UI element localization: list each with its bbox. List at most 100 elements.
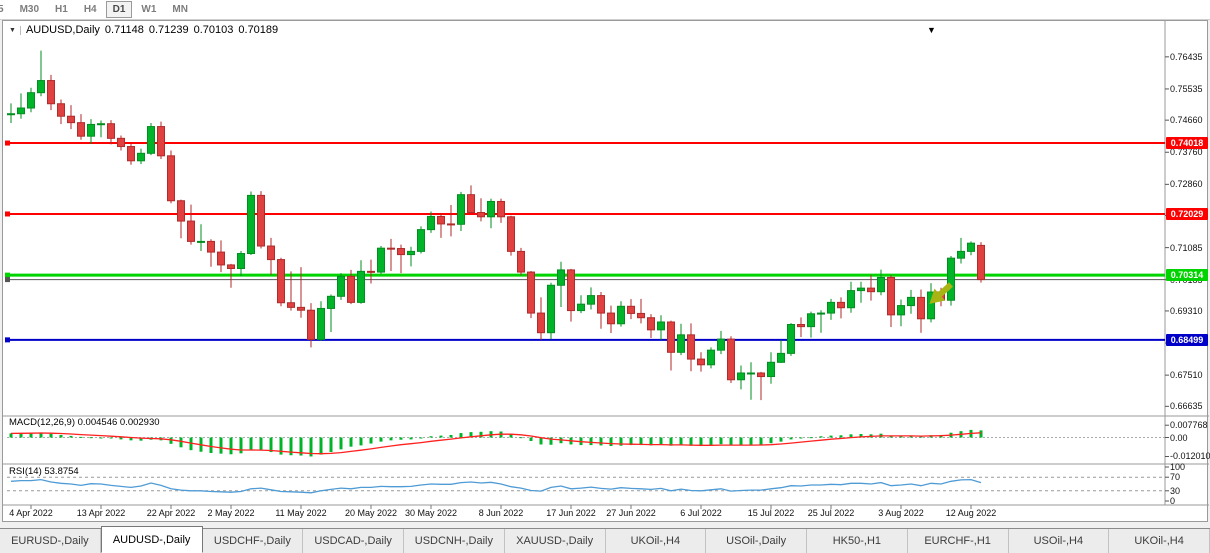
timeframe-button-m30[interactable]: M30 <box>19 4 40 15</box>
candle <box>377 246 385 274</box>
macd-histogram-bar <box>359 437 363 446</box>
chart-tab-hk50-h1[interactable]: HK50-,H1 <box>807 529 908 553</box>
timeframe-button-d1[interactable]: D1 <box>105 1 133 18</box>
candle <box>367 259 375 284</box>
chart-tab-usdchf-daily[interactable]: USDCHF-,Daily <box>202 529 304 553</box>
chart-tab-ukoil-h4[interactable]: UKOil-,H4 <box>1109 529 1210 553</box>
chart-window[interactable]: ▼ AUDUSD,Daily 0.71148 0.71239 0.70103 0… <box>2 20 1210 523</box>
chart-tab-ukoil-h4[interactable]: UKOil-,H4 <box>605 529 707 553</box>
down-arrow-object[interactable] <box>924 279 956 310</box>
chart-tab-eurusd-daily[interactable]: EURUSD-,Daily <box>0 529 101 553</box>
horizontal-level-line[interactable] <box>5 337 1165 343</box>
horizontal-level-line[interactable] <box>5 272 1165 278</box>
timeframe-button-mn[interactable]: MN <box>172 4 188 15</box>
horizontal-level-line[interactable] <box>5 277 1165 283</box>
candle <box>497 198 505 223</box>
date-axis-label: 30 May 2022 <box>404 508 458 518</box>
price-axis-label: 0.73760 <box>1170 147 1203 158</box>
price-level-badge: 0.74018 <box>1166 137 1208 150</box>
chart-tab-usoil-daily[interactable]: USOil-,Daily <box>706 529 807 553</box>
macd-histogram-bar <box>549 437 553 445</box>
chart-tab-audusd-daily[interactable]: AUDUSD-,Daily <box>100 526 203 553</box>
timeframe-button-h4[interactable]: H4 <box>83 4 97 15</box>
candle <box>757 371 765 401</box>
candle <box>567 268 575 322</box>
rsi-indicator-label: RSI(14) 53.8754 <box>9 466 79 477</box>
ohlc-close: 0.70189 <box>238 24 279 36</box>
candle <box>557 261 565 308</box>
horizontal-level-line[interactable] <box>5 140 1165 146</box>
timeframe-button-w1[interactable]: W1 <box>141 4 157 15</box>
candle <box>647 314 655 339</box>
macd-histogram-bar <box>409 437 413 440</box>
candle <box>787 323 795 356</box>
macd-histogram-bar <box>289 437 293 456</box>
date-axis-label: 4 Apr 2022 <box>9 508 53 518</box>
candle <box>507 215 515 256</box>
horizontal-level-line[interactable] <box>5 211 1165 217</box>
candle <box>207 239 215 267</box>
macd-histogram-bar <box>349 437 353 447</box>
candle <box>657 315 665 340</box>
macd-histogram-bar <box>509 434 513 438</box>
price-axis-label: 0.74660 <box>1170 115 1203 126</box>
candle <box>537 297 545 340</box>
candle <box>707 347 715 369</box>
candle <box>197 224 205 252</box>
chart-shift-marker-icon: ▼ <box>927 25 936 35</box>
macd-histogram-bar <box>769 437 773 444</box>
chart-tab-usdcad-daily[interactable]: USDCAD-,Daily <box>303 529 404 553</box>
chart-canvas[interactable] <box>3 21 1209 523</box>
candle <box>587 287 595 310</box>
timeframe-button-h1[interactable]: H1 <box>55 4 68 15</box>
candle <box>37 50 45 97</box>
macd-axis-label: 0.00 <box>1170 432 1188 443</box>
macd-histogram-bar <box>619 437 623 446</box>
chart-tab-xauusd-daily[interactable]: XAUUSD-,Daily <box>504 529 606 553</box>
macd-histogram-bar <box>439 435 443 438</box>
price-axis-label: 0.75535 <box>1170 83 1203 94</box>
candle <box>457 191 465 232</box>
chart-tab-eurchf-h1[interactable]: EURCHF-,H1 <box>907 529 1009 553</box>
price-axis-label: 0.69310 <box>1170 305 1203 316</box>
macd-histogram-bar <box>679 437 683 446</box>
macd-histogram-bar <box>599 437 603 446</box>
macd-histogram-bar <box>469 432 473 438</box>
candle <box>217 240 225 273</box>
chart-tab-usoil-h4[interactable]: USOil-,H4 <box>1008 529 1110 553</box>
macd-histogram-bar <box>269 437 273 453</box>
macd-histogram-bar <box>799 437 803 439</box>
macd-histogram-bar <box>69 435 73 438</box>
macd-histogram-bar <box>429 436 433 438</box>
candle <box>637 298 645 324</box>
candle <box>447 205 455 237</box>
candle <box>737 365 745 390</box>
timeframe-toolbar: 5 M30 H1 H4 D1 W1 MN <box>0 0 1210 20</box>
candle <box>667 320 675 371</box>
macd-histogram-bar <box>629 437 633 446</box>
macd-histogram-bar <box>459 433 463 438</box>
macd-histogram-bar <box>59 434 63 438</box>
candle <box>617 301 625 327</box>
macd-histogram-bar <box>789 437 793 440</box>
candle <box>97 120 105 138</box>
macd-histogram-bar <box>179 437 183 448</box>
symbol-dropdown-icon[interactable]: ▼ <box>8 25 21 35</box>
timeframe-button-5[interactable]: 5 <box>0 1 11 18</box>
candle <box>57 99 65 125</box>
macd-histogram-bar <box>609 437 613 447</box>
chart-tab-usdcnh-daily[interactable]: USDCNH-,Daily <box>404 529 505 553</box>
macd-histogram-bar <box>369 437 373 444</box>
candle <box>227 263 235 288</box>
candle <box>257 191 265 249</box>
candle <box>887 275 895 327</box>
macd-histogram-bar <box>809 437 813 439</box>
macd-histogram-bar <box>909 435 913 438</box>
candle <box>847 281 855 313</box>
candle <box>87 119 95 145</box>
candle <box>147 123 155 156</box>
macd-histogram-bar <box>749 437 753 446</box>
candle <box>307 303 315 348</box>
candle <box>527 270 535 319</box>
macd-histogram-bar <box>189 437 193 451</box>
